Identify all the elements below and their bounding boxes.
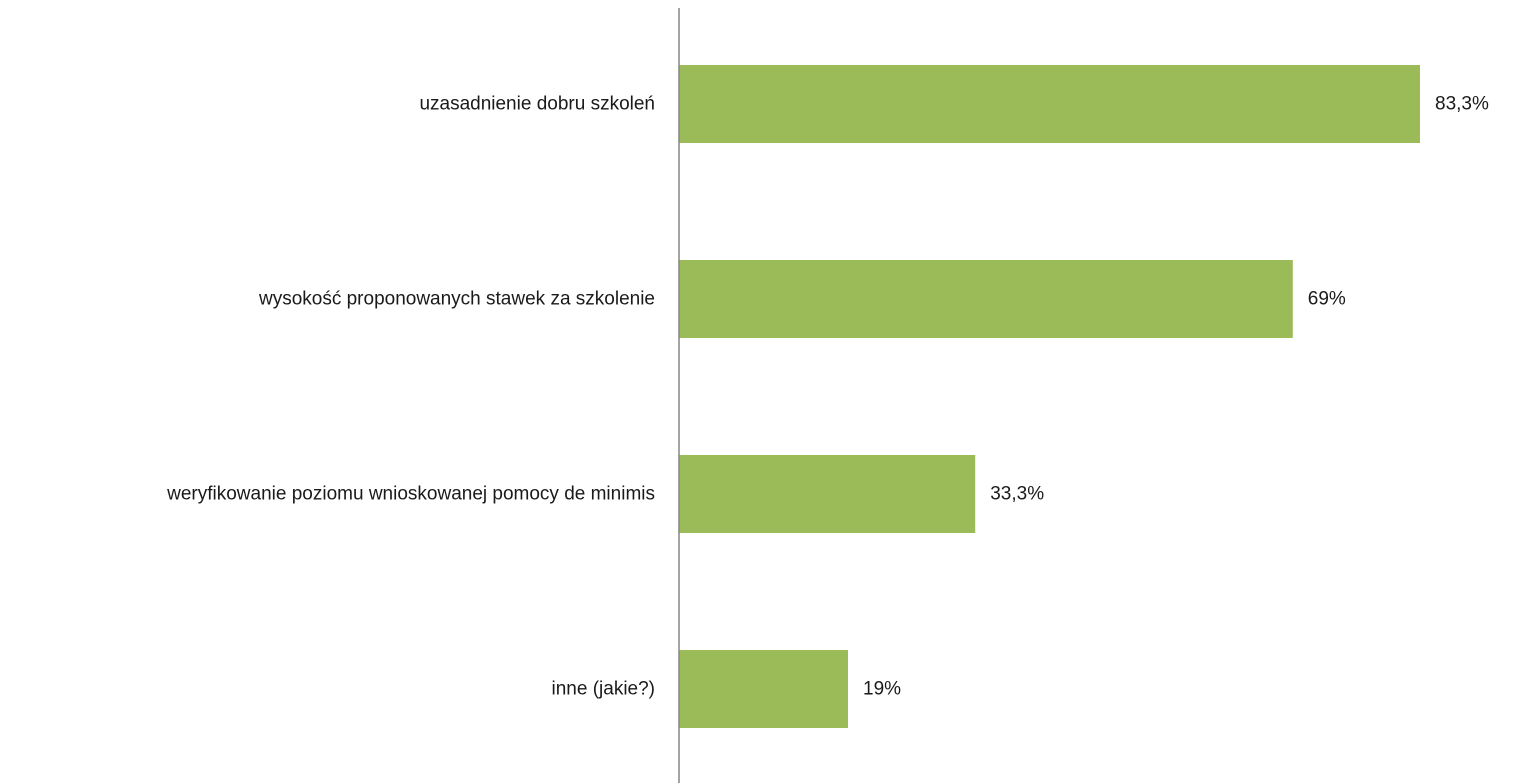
value-labels-group: 83,3% 69% 33,3% 19% [863,94,1489,700]
bar-1 [679,65,1420,143]
category-labels-group: uzasadnienie dobru szkoleń wysokość propo… [166,94,655,700]
value-label-2: 69% [1308,289,1346,310]
value-label-4: 19% [863,679,901,700]
category-label-3: weryfikowanie poziomu wnioskowanej pomoc… [166,484,655,505]
category-label-2: wysokość proponowanych stawek za szkolen… [258,289,655,310]
bar-3 [679,455,975,533]
value-label-3: 33,3% [990,484,1044,505]
value-label-1: 83,3% [1435,94,1489,115]
bar-4 [679,650,848,728]
bar-2 [679,260,1293,338]
bars-group [679,65,1420,728]
category-label-4: inne (jakie?) [552,679,656,700]
category-label-1: uzasadnienie dobru szkoleń [419,94,655,115]
